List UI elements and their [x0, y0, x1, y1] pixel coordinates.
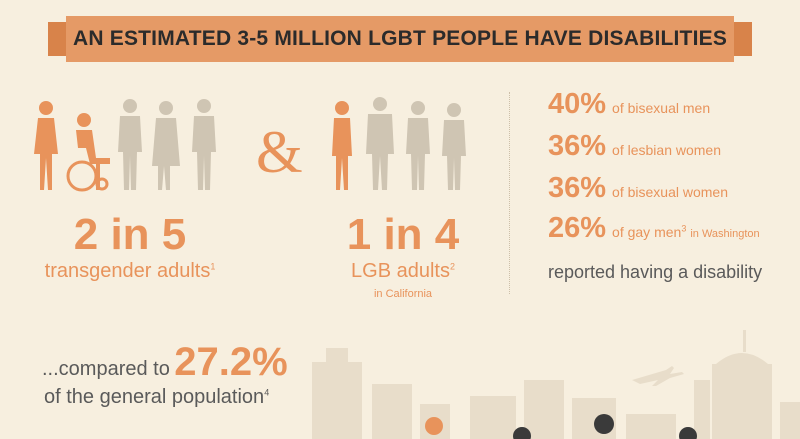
person-icon	[366, 97, 394, 190]
person-icon	[192, 99, 216, 190]
percent-value: 36%	[548, 130, 607, 162]
percent-label: of lesbian women	[612, 142, 721, 158]
transgender-stat-value: 2 in 5	[73, 210, 187, 259]
percent-value: 26%	[548, 212, 607, 244]
person-icon	[118, 99, 142, 190]
comparison-value: 27.2%	[174, 340, 288, 384]
wheelchair-user-icon	[66, 113, 110, 192]
percent-label-text: of gay men	[612, 224, 682, 240]
percent-location: in Washington	[690, 228, 760, 240]
reported-caption: reported having a disability	[548, 262, 763, 282]
comparison-label: of the general population4	[44, 386, 269, 409]
person-icon	[513, 414, 697, 439]
comparison-line: ...compared to 27.2%	[42, 340, 288, 385]
person-icon	[332, 101, 352, 190]
percent-value: 36%	[548, 172, 607, 204]
lgb-stat-value: 1 in 4	[346, 210, 460, 259]
person-icon	[406, 101, 430, 190]
list-item: 36% of bisexual women	[548, 172, 728, 204]
ampersand: &	[256, 119, 303, 185]
list-item: 36% of lesbian women	[548, 130, 721, 162]
stat-label-text: LGB adults	[351, 260, 450, 282]
column-divider	[509, 92, 510, 294]
lgb-stat-location: in California	[373, 288, 433, 300]
footnote-ref: 1	[210, 261, 216, 272]
stat-label-text: transgender adults	[44, 260, 211, 282]
person-icon	[442, 103, 466, 190]
percent-label: of gay men3	[612, 223, 687, 240]
footnote-ref: 4	[264, 387, 270, 398]
comparison-label-text: of the general population	[44, 386, 265, 408]
person-icon	[152, 101, 180, 190]
person-icon	[34, 101, 58, 190]
person-icon	[425, 417, 443, 435]
lgb-stat-label: LGB adults2	[318, 260, 488, 283]
footnote-ref: 3	[681, 223, 687, 234]
footnote-ref: 2	[449, 261, 455, 272]
airplane-icon	[632, 366, 684, 386]
percent-label: of bisexual men	[612, 100, 711, 116]
lgb-figures-group	[332, 97, 466, 190]
ribbon-shape	[48, 16, 752, 62]
list-item: 26% of gay men3 in Washington	[548, 212, 760, 244]
transgender-stat-label: transgender adults1	[20, 260, 240, 283]
comparison-prefix: ...compared to	[42, 358, 170, 380]
banner-title: AN ESTIMATED 3-5 MILLION LGBT PEOPLE HAV…	[72, 27, 728, 50]
percent-label: of bisexual women	[612, 184, 728, 200]
list-item: 40% of bisexual men	[548, 88, 710, 120]
transgender-figures-group	[34, 99, 216, 192]
percent-value: 40%	[548, 88, 607, 120]
title-banner: AN ESTIMATED 3-5 MILLION LGBT PEOPLE HAV…	[48, 16, 752, 62]
